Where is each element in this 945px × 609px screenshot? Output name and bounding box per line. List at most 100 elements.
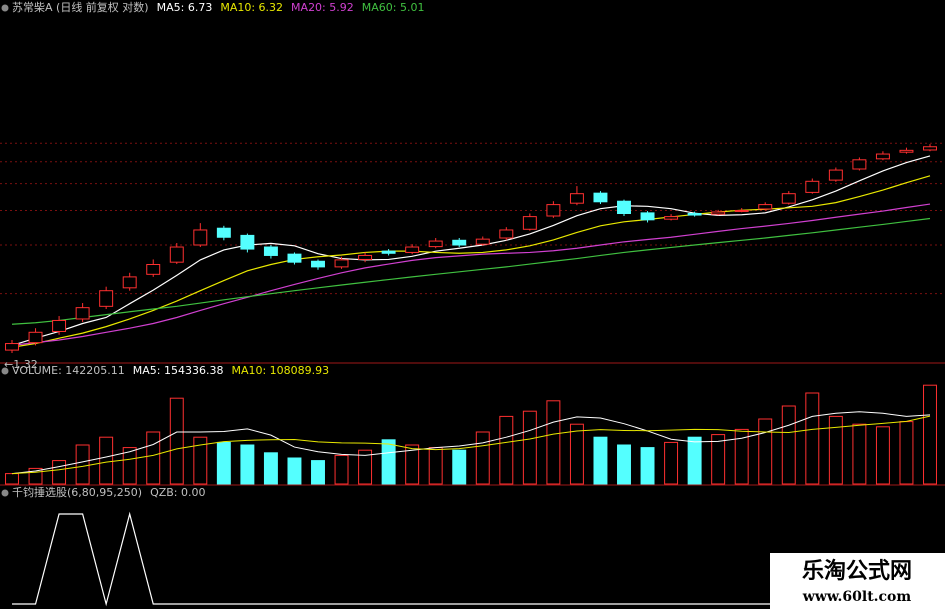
candle-body xyxy=(781,193,796,204)
legend-text: VOLUME: 142205.11 xyxy=(12,364,125,377)
volume-bar xyxy=(711,434,726,485)
candle-body xyxy=(216,227,231,238)
candle-body xyxy=(499,229,514,239)
volume-bar xyxy=(569,423,584,485)
volume-bar xyxy=(899,421,914,485)
volume-bar xyxy=(169,397,184,485)
candle-body xyxy=(5,343,19,351)
legend-text: 苏常柴A (日线 前复权 对数) xyxy=(12,0,149,14)
volume-bar xyxy=(758,418,773,485)
volume-bar xyxy=(852,423,867,485)
volume-bar xyxy=(593,436,608,485)
candle-body xyxy=(240,234,255,250)
legend-text: MA10: 108089.93 xyxy=(231,364,329,377)
candle-body xyxy=(75,307,90,320)
volume-bar xyxy=(75,444,90,485)
candle-body xyxy=(828,169,843,181)
candle-body xyxy=(263,246,278,256)
volume-bar xyxy=(664,441,679,485)
candle-body xyxy=(664,216,679,220)
candle-body xyxy=(711,211,726,215)
volume-bar xyxy=(122,447,137,485)
candle-body xyxy=(452,239,467,246)
candle-body xyxy=(805,180,820,193)
legend-text: QZB: 0.00 xyxy=(150,486,205,499)
volume-bar xyxy=(828,415,843,485)
legend-icon xyxy=(1,4,9,12)
candle-body xyxy=(99,290,114,307)
volume-bar xyxy=(428,447,443,485)
volume-bar xyxy=(640,447,655,485)
volume-bar xyxy=(146,431,161,485)
candle-body xyxy=(875,153,890,160)
candle-body xyxy=(546,204,561,217)
volume-bar xyxy=(193,436,208,485)
candle-body xyxy=(287,253,302,263)
candle-body xyxy=(758,204,773,210)
volume-ma-line xyxy=(11,415,931,475)
volume-bar xyxy=(216,441,231,485)
candle-body xyxy=(334,259,349,268)
volume-bar xyxy=(263,452,278,485)
candle-body xyxy=(146,264,161,275)
candle-body xyxy=(522,216,537,230)
candle-body xyxy=(169,246,184,263)
ma-line xyxy=(11,203,931,346)
candle-body xyxy=(381,250,396,254)
volume-bar xyxy=(687,436,702,485)
volume-bar xyxy=(381,439,396,485)
volume-bar xyxy=(781,405,796,485)
ma-line xyxy=(11,155,931,346)
candle-body xyxy=(475,238,490,245)
volume-ma-line xyxy=(11,411,931,475)
candle-body xyxy=(428,240,443,248)
legend-text: MA5: 154336.38 xyxy=(133,364,224,377)
legend-text: MA60: 5.01 xyxy=(362,1,425,14)
candle-body xyxy=(640,212,655,221)
candle-body xyxy=(687,213,702,216)
volume-bar xyxy=(52,460,67,485)
candle-body xyxy=(52,319,67,332)
legend-text: MA10: 6.32 xyxy=(220,1,283,14)
candle-body xyxy=(617,200,631,215)
volume-bar xyxy=(99,436,114,485)
volume-bar xyxy=(452,449,467,485)
volume-bar xyxy=(240,444,255,485)
volume-bar xyxy=(805,392,820,485)
candle-body xyxy=(122,276,137,289)
candle-body xyxy=(193,229,208,246)
legend-icon xyxy=(1,489,9,497)
volume-bar xyxy=(475,431,490,485)
legend-icon xyxy=(1,367,9,375)
volume-bar xyxy=(358,449,373,485)
watermark-box xyxy=(770,553,945,609)
volume-bar xyxy=(311,460,325,485)
volume-bar xyxy=(617,444,631,485)
volume-bar xyxy=(546,400,561,485)
volume-bar xyxy=(334,454,349,485)
legend-text: 千钧捶选股(6,80,95,250) xyxy=(12,485,142,499)
legend-text: MA20: 5.92 xyxy=(291,1,354,14)
candle-body xyxy=(358,254,373,260)
candle-body xyxy=(405,246,420,253)
volume-bar xyxy=(522,410,537,485)
volume-bar xyxy=(923,384,937,485)
candle-body xyxy=(28,331,43,344)
volume-bar xyxy=(5,473,19,485)
volume-bar xyxy=(287,457,302,485)
volume-bar xyxy=(734,428,749,485)
ma-line xyxy=(11,175,931,348)
candle-body xyxy=(311,260,325,268)
watermark-title: 乐淘公式网 xyxy=(802,558,912,584)
ma-line xyxy=(11,217,931,325)
candle-body xyxy=(734,209,749,212)
volume-bar xyxy=(405,444,420,485)
candle-body xyxy=(569,193,584,204)
candle-body xyxy=(899,149,914,153)
volume-bar xyxy=(875,426,890,485)
low-label: ←1.32 xyxy=(4,358,38,371)
candle-body xyxy=(593,192,608,203)
watermark-url: www.60lt.com xyxy=(802,589,912,605)
